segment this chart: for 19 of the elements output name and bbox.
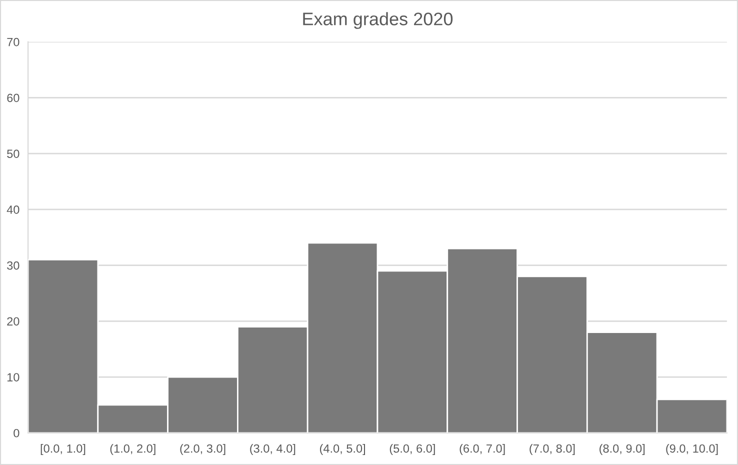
x-tick-label: (2.0, 3.0] bbox=[180, 444, 226, 456]
y-tick-label: 60 bbox=[7, 94, 20, 102]
y-tick-label: 40 bbox=[6, 205, 20, 214]
y-tick-label: 0 bbox=[14, 428, 20, 438]
y-tick-label: 30 bbox=[7, 261, 20, 270]
x-tick-label: (3.0, 4.0] bbox=[250, 444, 296, 456]
y-tick-label: 10 bbox=[7, 373, 20, 382]
x-tick-label: (1.0, 2.0] bbox=[110, 444, 156, 456]
x-tick-label: (9.0, 10.0] bbox=[666, 444, 718, 456]
x-tick-label: (8.0, 9.0] bbox=[600, 444, 645, 456]
chart-title: Exam grades 2020 bbox=[303, 12, 453, 29]
x-tick-label: (4.0, 5.0] bbox=[320, 444, 365, 456]
y-tick-label: 20 bbox=[7, 317, 20, 326]
x-tick-label: (6.0, 7.0] bbox=[460, 444, 505, 456]
x-tick-label: (5.0, 6.0] bbox=[390, 444, 435, 456]
x-tick-label: [0.0, 1.0] bbox=[40, 444, 86, 456]
x-tick-label: (7.0, 8.0] bbox=[530, 444, 575, 456]
y-tick-label: 70 bbox=[7, 38, 20, 46]
y-tick-label: 50 bbox=[7, 150, 20, 158]
